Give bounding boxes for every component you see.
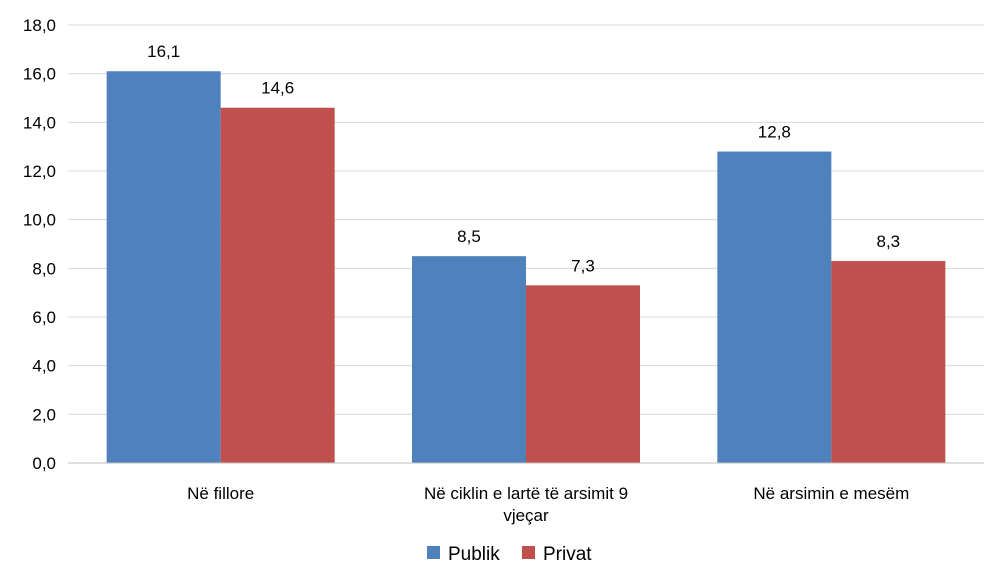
y-tick-label: 16,0 xyxy=(23,65,56,84)
bar-publik xyxy=(106,71,221,463)
y-tick-label: 12,0 xyxy=(23,162,56,181)
axes: 0,0 2,0 4,0 6,0 8,0 10,0 12,0 14,0 16,0 18,0 Në fi… xyxy=(23,16,984,525)
legend-swatch-publik xyxy=(427,546,440,559)
x-category-label: Në arsimin e mesëm xyxy=(753,484,909,503)
legend-label-publik: Publik xyxy=(448,544,500,565)
bar-publik xyxy=(412,256,526,463)
legend-label-privat: Privat xyxy=(543,544,592,565)
y-tick-label: 8,0 xyxy=(32,259,56,278)
y-tick-label: 0,0 xyxy=(32,454,56,473)
y-tick-label: 18,0 xyxy=(23,16,56,35)
data-label: 12,8 xyxy=(758,123,791,142)
data-label: 14,6 xyxy=(261,79,294,98)
y-tick-label: 6,0 xyxy=(32,308,56,327)
y-tick-label: 2,0 xyxy=(32,405,56,424)
y-tick-label: 14,0 xyxy=(23,113,56,132)
data-labels: 16,1 14,6 8,5 7,3 12,8 8,3 xyxy=(147,42,900,275)
x-category-label: Në fillore xyxy=(187,484,254,503)
data-label: 7,3 xyxy=(571,256,595,275)
bars xyxy=(106,71,946,464)
data-label: 16,1 xyxy=(147,42,180,61)
y-tick-label: 10,0 xyxy=(23,211,56,230)
x-category-label: Në ciklin e lartë të arsimit 9 vjeçar xyxy=(424,484,628,525)
legend-swatch-privat xyxy=(522,546,535,559)
data-label: 8,5 xyxy=(457,227,481,246)
bar-privat xyxy=(526,285,640,463)
data-label: 8,3 xyxy=(877,232,901,251)
bar-publik xyxy=(717,151,832,464)
bar-privat xyxy=(831,261,946,463)
legend: Publik Privat xyxy=(427,544,592,565)
bar-privat xyxy=(220,107,335,463)
y-tick-label: 4,0 xyxy=(32,357,56,376)
